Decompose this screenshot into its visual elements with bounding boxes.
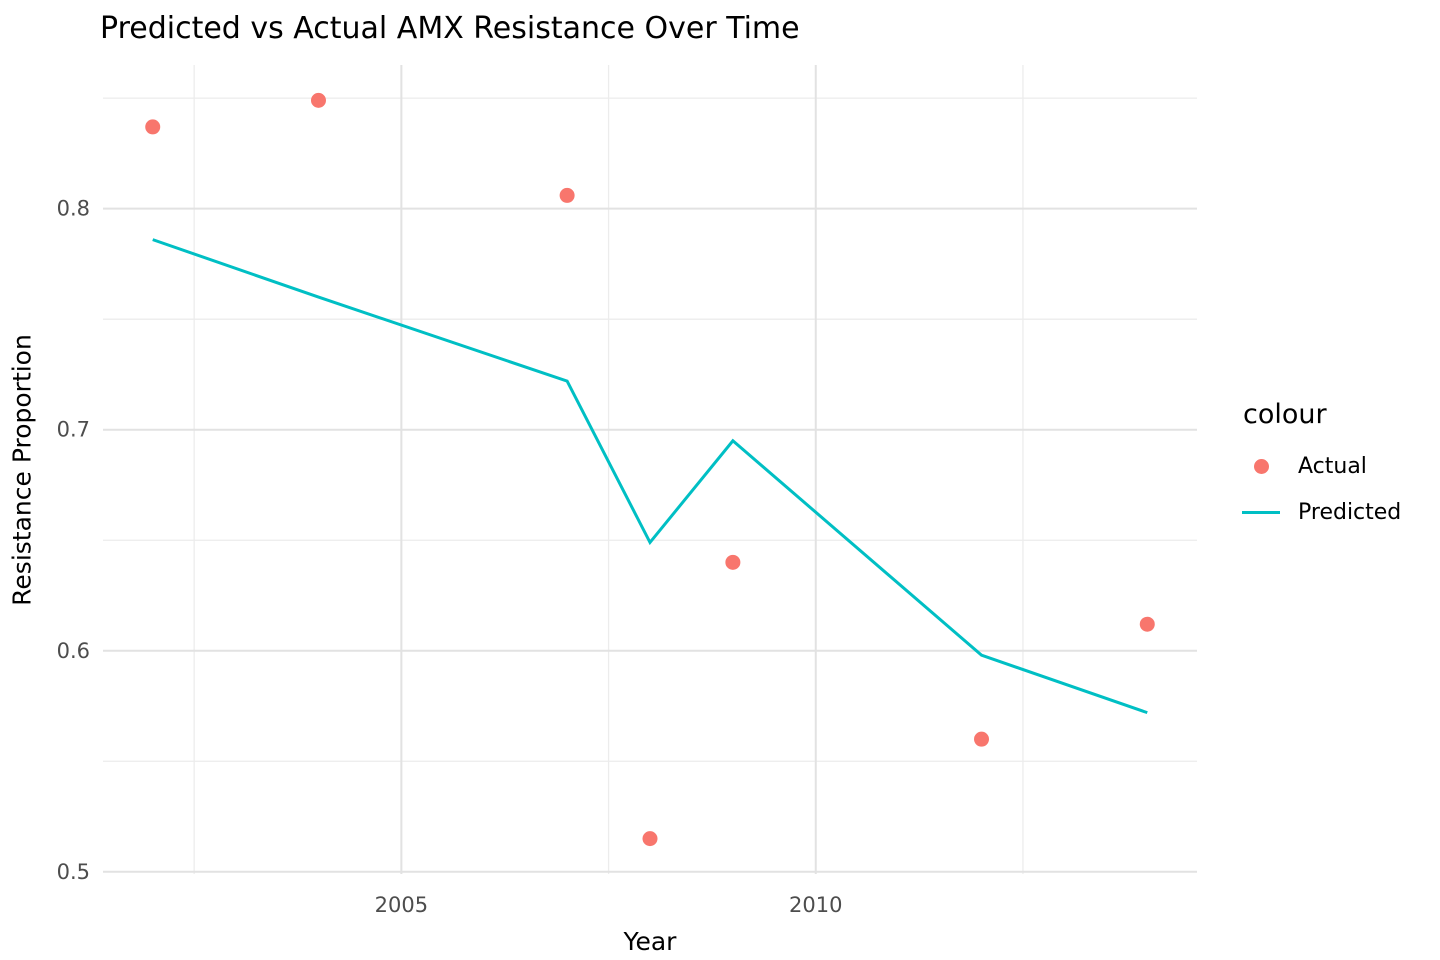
legend-key-predicted (1241, 492, 1281, 532)
actual-point (310, 92, 326, 108)
actual-point (559, 187, 575, 203)
chart-title: Predicted vs Actual AMX Resistance Over … (100, 11, 800, 46)
predicted-line (152, 238, 1148, 715)
x-tick-label: 2005 (375, 893, 428, 917)
actual-point-swatch-icon (1253, 458, 1269, 474)
legend-entry-actual: Actual (1241, 443, 1401, 489)
legend-title: colour (1243, 399, 1327, 430)
actual-point (725, 554, 741, 570)
y-tick-label: 0.6 (57, 639, 90, 663)
legend: colour Actual Predicted (1241, 399, 1401, 535)
x-tick-label: 2010 (789, 893, 842, 917)
predicted-line-swatch-icon (1242, 510, 1280, 514)
legend-entry-predicted: Predicted (1241, 489, 1401, 535)
y-tick-label: 0.5 (57, 860, 90, 884)
y-axis-title: Resistance Proportion (7, 334, 37, 606)
y-tick-label: 0.7 (57, 418, 90, 442)
actual-point (974, 731, 990, 747)
actual-point (642, 831, 658, 847)
legend-label-actual: Actual (1298, 453, 1367, 479)
y-tick-label: 0.8 (57, 197, 90, 221)
legend-key-actual (1241, 446, 1281, 486)
actual-point (1139, 616, 1155, 632)
x-axis-title: Year (623, 927, 677, 956)
actual-point (145, 119, 161, 135)
legend-label-predicted: Predicted (1298, 499, 1402, 525)
